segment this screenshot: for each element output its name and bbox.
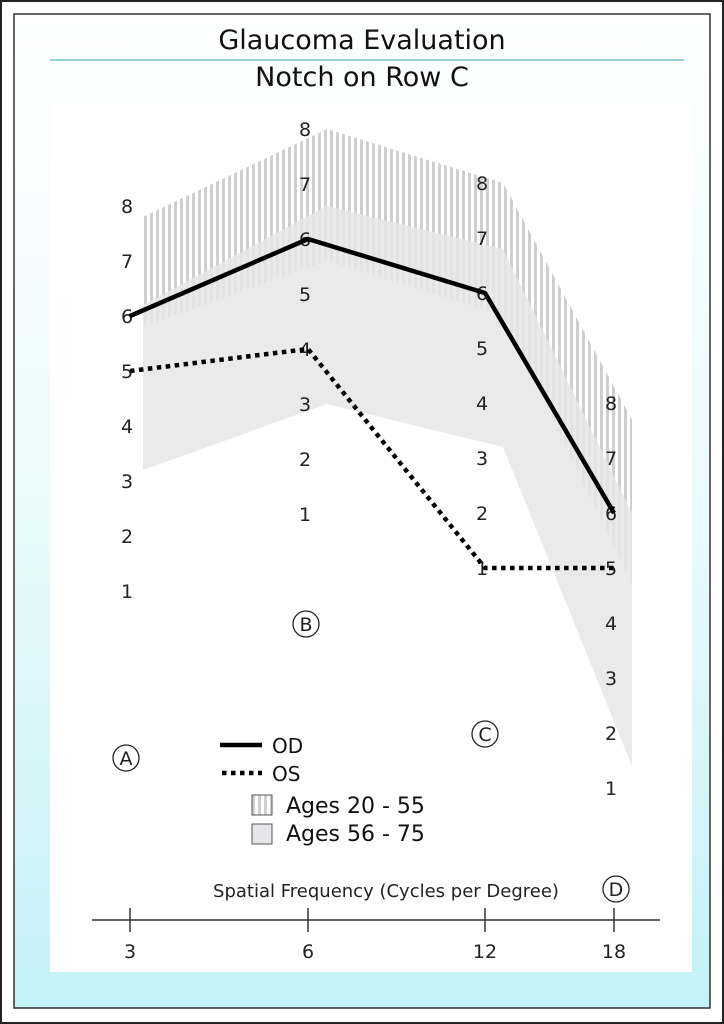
scale-label-b-5: 5 xyxy=(299,284,311,306)
x-tick-label-6: 6 xyxy=(302,941,314,963)
x-tick-label-12: 12 xyxy=(473,941,497,963)
column-letter-c: C xyxy=(478,724,491,746)
legend-os-label: OS xyxy=(272,762,300,786)
x-axis-label: Spatial Frequency (Cycles per Degree) xyxy=(213,881,559,902)
chart-subtitle: Notch on Row C xyxy=(255,62,469,93)
scale-label-c-7: 7 xyxy=(476,228,488,250)
scale-label-b-3: 3 xyxy=(299,394,311,416)
bands-layer xyxy=(143,129,632,766)
scale-label-a-5: 5 xyxy=(121,361,133,383)
band-2 xyxy=(143,206,632,766)
x-ticks-layer: 3 6 12 18 xyxy=(124,908,626,963)
legend-od-label: OD xyxy=(272,734,303,758)
scale-label-d-4: 4 xyxy=(605,613,617,635)
scale-label-a-2: 2 xyxy=(121,526,133,548)
column-letter-circle-a xyxy=(112,744,140,772)
x-tick-label-18: 18 xyxy=(602,941,626,963)
legend-band1-label: Ages 20 - 55 xyxy=(286,794,425,819)
scale-label-a-8: 8 xyxy=(121,196,133,218)
series-layer xyxy=(129,236,616,571)
column-letter-circle-d xyxy=(602,875,630,903)
column-letter-circle-c xyxy=(471,720,499,748)
scale-label-b-1: 1 xyxy=(299,504,311,526)
scale-label-c-2: 2 xyxy=(476,503,488,525)
scale-label-b-8: 8 xyxy=(299,119,311,141)
scale-label-d-7: 7 xyxy=(605,448,617,470)
scale-label-d-6: 6 xyxy=(605,503,617,525)
scale-label-a-7: 7 xyxy=(121,251,133,273)
legend: OD OS Ages 20 - 55 Ages 56 - 75 xyxy=(220,734,425,847)
scale-label-d-2: 2 xyxy=(605,723,617,745)
series-line-os xyxy=(129,346,614,571)
scale-label-b-7: 7 xyxy=(299,174,311,196)
column-letters-layer: A B C D xyxy=(112,610,630,903)
scale-label-a-3: 3 xyxy=(121,471,133,493)
series-line-od xyxy=(129,236,616,515)
x-tick-label-3: 3 xyxy=(124,941,136,963)
scale-label-c-8: 8 xyxy=(476,173,488,195)
column-letter-d: D xyxy=(609,879,624,901)
scale-label-a-6: 6 xyxy=(121,306,133,328)
legend-band1-swatch xyxy=(251,794,273,816)
scale-label-b-2: 2 xyxy=(299,449,311,471)
scale-label-c-4: 4 xyxy=(476,393,488,415)
scale-label-b-4: 4 xyxy=(299,339,311,361)
column-letter-b: B xyxy=(299,614,312,636)
legend-band2-label: Ages 56 - 75 xyxy=(286,822,425,847)
chart-title: Glaucoma Evaluation xyxy=(218,25,505,56)
legend-band2-swatch xyxy=(251,823,273,845)
scale-label-a-4: 4 xyxy=(121,416,133,438)
scale-label-d-3: 3 xyxy=(605,668,617,690)
scale-label-d-8: 8 xyxy=(605,393,617,415)
column-letter-a: A xyxy=(120,748,133,770)
column-letter-circle-b xyxy=(292,610,320,638)
scale-label-d-1: 1 xyxy=(605,778,617,800)
scale-label-c-3: 3 xyxy=(476,448,488,470)
scale-label-c-5: 5 xyxy=(476,338,488,360)
scale-label-a-1: 1 xyxy=(121,581,133,603)
